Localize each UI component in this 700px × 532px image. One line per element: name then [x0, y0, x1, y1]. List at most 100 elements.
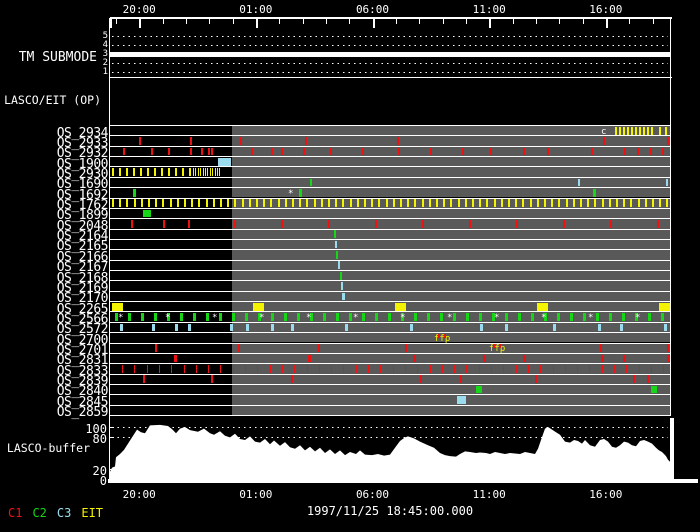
row-mark: [440, 313, 443, 321]
row-mark: [454, 365, 455, 373]
row-mark: [368, 365, 369, 373]
row-mark: [310, 179, 312, 187]
row-mark: [603, 137, 605, 145]
time-label-top: 16:00: [586, 3, 626, 16]
telescope-legend: C1C2C3EIT: [8, 506, 103, 520]
row-mark: [212, 168, 213, 176]
row-mark: [245, 365, 246, 373]
hour-tick: [536, 19, 537, 24]
row-mark: [667, 137, 669, 145]
row-mark: [602, 365, 603, 373]
row-mark: [246, 324, 249, 332]
row-mark: [147, 168, 149, 176]
row-mark: [522, 199, 524, 207]
row-shade: [232, 250, 670, 259]
row-mark: [168, 148, 170, 156]
os-row-label: OS_2859: [0, 405, 108, 420]
row-mark: [624, 148, 626, 156]
row-mark: [154, 168, 156, 176]
row-mark: [667, 355, 670, 363]
row-mark: [557, 313, 560, 321]
row-mark: [466, 365, 467, 373]
hour-tick: [116, 19, 117, 24]
row-mark: [220, 199, 222, 207]
row-mark: [371, 199, 373, 207]
row-mark: [330, 148, 332, 156]
time-label-top: 11:00: [469, 3, 509, 16]
row-mark: [133, 189, 136, 197]
row-mark: [292, 199, 294, 207]
bottom-axis-bar: [108, 479, 698, 483]
row-mark: [508, 199, 510, 207]
row-mark: [651, 365, 652, 373]
row-mark: [206, 313, 209, 321]
hour-tick: [209, 19, 210, 24]
row-mark: [666, 199, 668, 207]
row-mark: [465, 199, 467, 207]
row-mark: [469, 220, 471, 228]
row-mark: [168, 168, 170, 176]
row-mark: [405, 344, 407, 352]
row-mark: [565, 365, 566, 373]
row-mark: [230, 324, 233, 332]
legend-item-eit: EIT: [81, 506, 103, 520]
row-mark: [610, 220, 612, 228]
row-mark: [583, 313, 586, 321]
row-mark: [263, 199, 265, 207]
row-mark: [219, 168, 220, 176]
hour-tick: [303, 19, 304, 24]
row-mark: [112, 303, 123, 311]
row-mark: [661, 313, 664, 321]
row-mark: [208, 148, 210, 156]
row-mark: [163, 220, 165, 228]
hour-tick: [419, 19, 420, 24]
row-mark: [616, 199, 618, 207]
row-mark: [340, 272, 342, 280]
row-mark: [651, 386, 657, 394]
row-mark: [270, 199, 272, 207]
buffer-area-chart: [110, 418, 670, 479]
row-mark: [667, 344, 669, 352]
row-mark: [278, 199, 280, 207]
row-mark: [119, 199, 121, 207]
row-mark: [180, 313, 183, 321]
row-mark: [460, 375, 462, 383]
row-mark: [493, 344, 495, 348]
row-mark: [622, 313, 625, 321]
row-mark: [395, 303, 406, 311]
row-mark: [438, 334, 440, 338]
row-mark: [544, 199, 546, 207]
row-mark: [299, 189, 302, 197]
row-mark: [123, 148, 125, 156]
row-mark: [436, 199, 438, 207]
row-mark: [623, 127, 625, 135]
row-mark: [147, 365, 148, 373]
row-mark: [122, 365, 123, 373]
row-mark: [234, 199, 236, 207]
row-mark: [190, 137, 192, 145]
hour-tick: [326, 19, 327, 24]
row-mark: [342, 293, 345, 301]
row-mark: [480, 324, 483, 332]
hour-tick: [606, 19, 608, 28]
row-mark: [530, 199, 532, 207]
row-mark: [141, 199, 143, 207]
row-mark: [537, 303, 548, 311]
row-mark: [336, 251, 338, 259]
row-mark: [331, 365, 332, 373]
row-mark: [443, 199, 445, 207]
row-mark: [623, 199, 625, 207]
row-shade: [232, 344, 670, 353]
row-mark: [466, 313, 469, 321]
tm-gridline: [112, 63, 668, 64]
row-shade: [232, 333, 670, 342]
row-mark: [531, 313, 534, 321]
row-mark: [195, 168, 196, 176]
row-mark: [240, 137, 242, 145]
row-mark: [271, 148, 273, 156]
row-mark: [631, 127, 633, 135]
row-mark: [174, 355, 177, 363]
row-mark: [238, 344, 240, 352]
row-mark: [600, 344, 602, 352]
row-mark: [249, 199, 251, 207]
